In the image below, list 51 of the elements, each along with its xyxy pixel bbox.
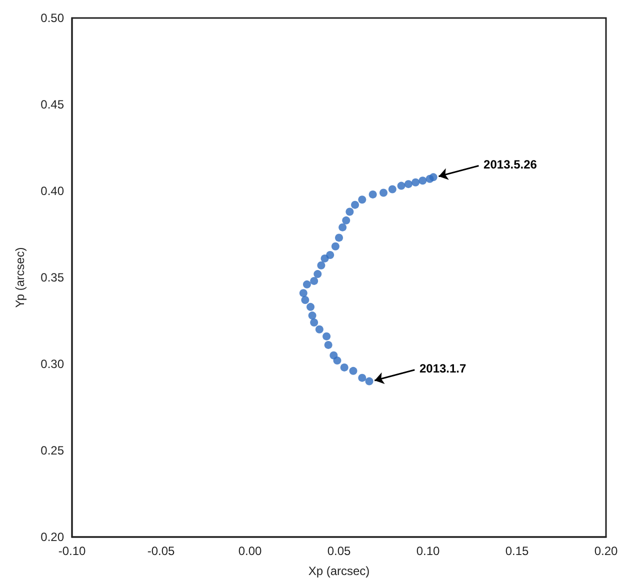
point bbox=[412, 178, 420, 186]
point bbox=[317, 261, 326, 270]
point bbox=[397, 182, 406, 190]
point bbox=[326, 251, 334, 260]
point bbox=[404, 180, 412, 188]
point bbox=[351, 200, 360, 209]
y-tick-label: 0.50 bbox=[40, 11, 64, 25]
point bbox=[301, 296, 310, 304]
x-tick-label: 0.10 bbox=[416, 544, 440, 558]
x-tick-label: 0.20 bbox=[594, 544, 618, 558]
point bbox=[380, 188, 388, 197]
annotation: 2013.5.26 bbox=[484, 157, 538, 172]
point bbox=[338, 223, 347, 232]
point bbox=[306, 302, 315, 311]
point bbox=[429, 173, 438, 182]
x-tick-label: 0.00 bbox=[238, 544, 262, 558]
y-tick-label: 0.20 bbox=[40, 530, 64, 544]
annotation: 2013.1.7 bbox=[419, 362, 467, 376]
point bbox=[324, 340, 332, 349]
x-axis-title: Xp (arcsec) bbox=[308, 564, 370, 578]
point bbox=[308, 312, 316, 320]
point bbox=[340, 363, 348, 372]
y-axis-title: Yp (arcsec) bbox=[13, 247, 27, 308]
point bbox=[358, 196, 366, 204]
point bbox=[310, 276, 318, 285]
y-tick-label: 0.30 bbox=[40, 357, 64, 371]
point bbox=[335, 234, 343, 242]
point bbox=[310, 318, 318, 326]
x-tick-label: 0.05 bbox=[327, 544, 351, 558]
point bbox=[349, 366, 358, 375]
point bbox=[358, 374, 366, 382]
point bbox=[315, 325, 324, 334]
point bbox=[330, 351, 338, 360]
point bbox=[346, 208, 354, 216]
y-tick-label: 0.40 bbox=[40, 184, 64, 198]
point bbox=[365, 377, 374, 386]
x-tick-label: -0.10 bbox=[58, 544, 86, 558]
point bbox=[322, 332, 331, 340]
x-tick-label: 0.15 bbox=[505, 544, 529, 558]
point bbox=[342, 216, 350, 224]
y-tick-label: 0.25 bbox=[40, 444, 64, 458]
point bbox=[388, 185, 396, 194]
point bbox=[418, 176, 427, 185]
y-tick-label: 0.45 bbox=[40, 98, 64, 112]
point bbox=[331, 242, 340, 250]
x-tick-label: -0.05 bbox=[147, 544, 175, 558]
point bbox=[299, 289, 308, 298]
y-tick-label: 0.35 bbox=[40, 270, 64, 284]
point bbox=[302, 280, 311, 288]
point bbox=[314, 270, 322, 278]
point bbox=[368, 190, 377, 198]
